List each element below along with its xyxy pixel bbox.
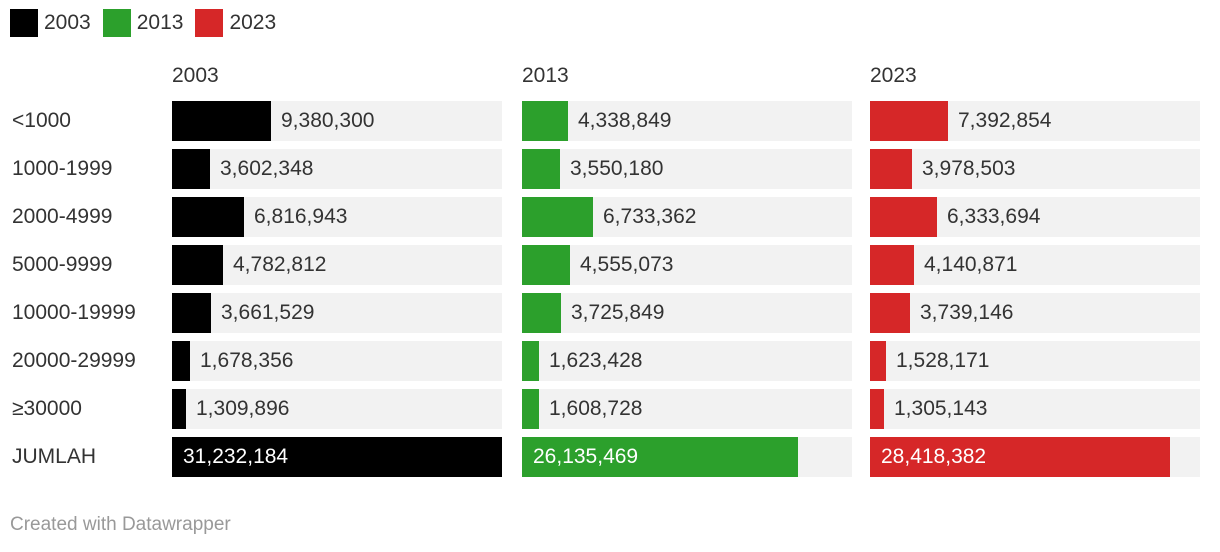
legend-label-2003: 2003 xyxy=(44,11,91,34)
bar-2013 xyxy=(522,245,570,285)
value-label: 3,978,503 xyxy=(922,157,1016,180)
bar-row: 4,140,871 xyxy=(870,245,1200,285)
category-label: 1000-1999 xyxy=(12,157,113,180)
bar-row: 4,338,849 xyxy=(522,101,852,141)
value-label: 4,338,849 xyxy=(578,109,672,132)
bar-row: 3,978,503 xyxy=(870,149,1200,189)
panel-title-2023: 2023 xyxy=(870,64,917,87)
category-label: 20000-29999 xyxy=(12,349,136,372)
value-label: 3,725,849 xyxy=(571,301,665,324)
value-label: 1,309,896 xyxy=(196,397,290,420)
bar-2013 xyxy=(522,101,568,141)
bar-row: 6,816,943 xyxy=(172,197,502,237)
bar-2003 xyxy=(172,101,271,141)
bar-2013 xyxy=(522,197,593,237)
legend: 2003 2013 2023 xyxy=(10,9,288,37)
bar-row: 1,305,143 xyxy=(870,389,1200,429)
category-label: 2000-4999 xyxy=(12,205,113,228)
bar-row: 31,232,184 xyxy=(172,437,502,477)
value-label: 4,782,812 xyxy=(233,253,327,276)
bar-row: 7,392,854 xyxy=(870,101,1200,141)
bar-row: 4,782,812 xyxy=(172,245,502,285)
bar-row: 6,733,362 xyxy=(522,197,852,237)
bar-2003 xyxy=(172,245,223,285)
bar-row: 3,550,180 xyxy=(522,149,852,189)
bar-row: 1,678,356 xyxy=(172,341,502,381)
legend-swatch-2023 xyxy=(195,9,224,37)
value-label: 3,661,529 xyxy=(221,301,315,324)
bar-2023 xyxy=(870,341,886,381)
legend-swatch-2003 xyxy=(10,9,38,37)
value-label: 3,602,348 xyxy=(220,157,314,180)
value-label: 3,550,180 xyxy=(570,157,664,180)
bar-2003 xyxy=(172,149,210,189)
value-label: 3,739,146 xyxy=(920,301,1014,324)
bar-row: 1,528,171 xyxy=(870,341,1200,381)
value-label: 1,678,356 xyxy=(200,349,294,372)
value-label: 6,333,694 xyxy=(947,205,1041,228)
bar-2023 xyxy=(870,197,937,237)
bar-2023 xyxy=(870,293,910,333)
bar-2003 xyxy=(172,437,502,477)
bar-row: 3,661,529 xyxy=(172,293,502,333)
value-label: 1,305,143 xyxy=(894,397,988,420)
bar-2003 xyxy=(172,341,190,381)
panel-2013: 2013 4,338,849 3,550,180 6,733,362 4,555,07… xyxy=(522,0,852,480)
bar-2023 xyxy=(870,389,884,429)
bar-row: 9,380,300 xyxy=(172,101,502,141)
bar-2003 xyxy=(172,389,186,429)
bar-row: 3,739,146 xyxy=(870,293,1200,333)
value-label: 4,555,073 xyxy=(580,253,674,276)
bar-2023 xyxy=(870,101,948,141)
legend-swatch-2013 xyxy=(102,9,131,37)
bar-row: 6,333,694 xyxy=(870,197,1200,237)
bar-2023 xyxy=(870,437,1170,477)
bar-2013 xyxy=(522,437,798,477)
value-label: 1,623,428 xyxy=(549,349,643,372)
bar-row: 1,608,728 xyxy=(522,389,852,429)
footer-credit: Created with Datawrapper xyxy=(10,514,231,535)
bar-row: 4,555,073 xyxy=(522,245,852,285)
legend-item-2023: 2023 xyxy=(195,9,276,37)
value-label: 7,392,854 xyxy=(958,109,1052,132)
value-label: 1,608,728 xyxy=(549,397,643,420)
bar-row: 28,418,382 xyxy=(870,437,1200,477)
category-label: <1000 xyxy=(12,109,71,132)
bar-2013 xyxy=(522,293,561,333)
bar-2013 xyxy=(522,341,539,381)
bar-row: 3,602,348 xyxy=(172,149,502,189)
value-label: 6,733,362 xyxy=(603,205,697,228)
bar-2023 xyxy=(870,245,914,285)
value-label: 4,140,871 xyxy=(924,253,1018,276)
value-label: 28,418,382 xyxy=(881,445,987,468)
legend-item-2013: 2013 xyxy=(102,9,184,37)
bar-2003 xyxy=(172,197,244,237)
bar-row: 1,623,428 xyxy=(522,341,852,381)
value-label: 6,816,943 xyxy=(254,205,348,228)
value-label: 9,380,300 xyxy=(281,109,375,132)
category-label: 10000-19999 xyxy=(12,301,136,324)
bar-2003 xyxy=(172,293,211,333)
legend-item-2003: 2003 xyxy=(10,9,91,37)
panel-title-2003: 2003 xyxy=(172,64,219,87)
panel-2023: 2023 7,392,854 3,978,503 6,333,694 4,140,87… xyxy=(870,0,1200,480)
category-label: JUMLAH xyxy=(12,445,97,468)
category-label: 5000-9999 xyxy=(12,253,113,276)
value-label: 26,135,469 xyxy=(533,445,639,468)
panel-2003: 2003 9,380,300 3,602,348 6,816,943 4,782,81… xyxy=(172,0,502,480)
bar-2013 xyxy=(522,149,560,189)
bar-row: 26,135,469 xyxy=(522,437,852,477)
bar-2023 xyxy=(870,149,912,189)
category-label: ≥30000 xyxy=(12,397,82,420)
bar-2013 xyxy=(522,389,539,429)
value-label: 1,528,171 xyxy=(896,349,990,372)
legend-label-2013: 2013 xyxy=(136,11,184,34)
legend-label-2023: 2023 xyxy=(229,11,277,34)
panel-title-2013: 2013 xyxy=(522,64,569,87)
bar-row: 1,309,896 xyxy=(172,389,502,429)
bar-row: 3,725,849 xyxy=(522,293,852,333)
value-label: 31,232,184 xyxy=(183,445,289,468)
